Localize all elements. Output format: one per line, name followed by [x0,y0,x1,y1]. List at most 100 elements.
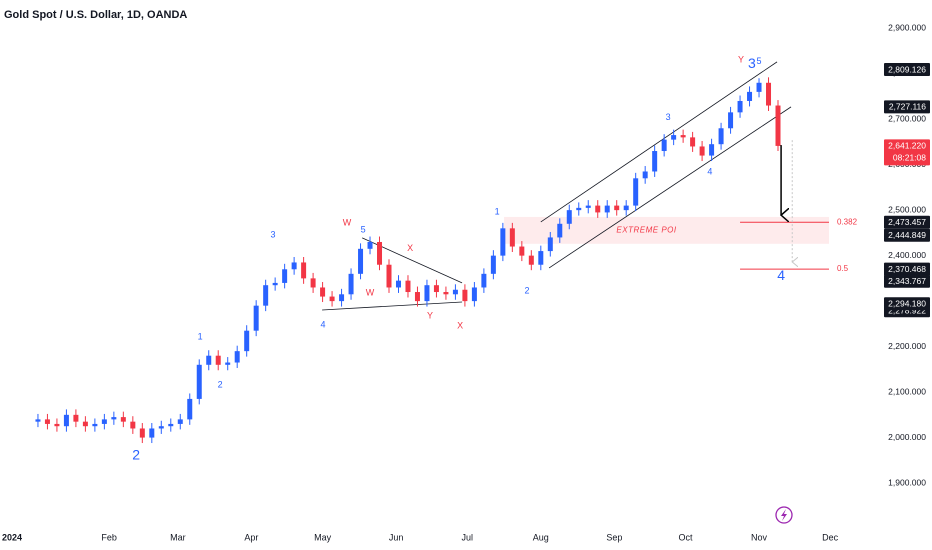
x-tick-label: May [314,532,332,542]
candle-body [671,135,677,140]
candle-body [377,241,383,265]
candle-body [642,171,648,179]
candle-body [547,237,553,252]
candle-body [158,426,164,429]
wave-label: 2 [218,380,223,390]
zone-label: EXTREME POI [616,225,676,234]
candle-body [395,280,401,288]
candle-body [367,241,373,249]
candle-body [737,100,743,113]
candle-body [73,414,79,422]
candle-body [557,223,563,238]
price-marker [884,262,930,276]
candle-body [120,417,126,422]
x-tick-label: Dec [822,532,839,542]
candle-body [633,178,639,206]
candle-body [680,135,686,138]
wave-label: 4 [707,166,712,176]
candle-body [272,282,278,286]
trend-line [548,106,792,269]
candle-body [329,296,335,302]
fib-label: 0.382 [837,217,858,226]
wave-label: 1 [495,206,500,216]
candle-body [35,419,41,422]
y-tick-label: 2,500.000 [888,204,926,214]
x-tick-label: Feb [101,532,117,542]
candle-body [282,269,288,283]
candle-body [623,205,629,211]
candle-body [728,112,734,129]
price-marker [884,63,930,77]
candle-body [320,287,326,297]
candle-body [690,137,696,147]
y-tick-label: 1,900.000 [888,477,926,487]
wave-label: 4 [777,267,785,283]
candle-body [500,228,506,256]
candle-body [471,287,477,302]
y-tick-label: 2,100.000 [888,386,926,396]
price-marker [884,274,930,288]
candle-body [509,228,515,247]
price-marker [884,139,930,166]
candle-body [566,210,572,224]
candle-body [718,128,724,145]
candle-body [111,417,117,420]
wave-label: Y [427,311,433,321]
price-marker-label: 2,473.457 [888,217,926,227]
candle-body [130,421,136,429]
x-tick-label: Nov [751,532,768,542]
wave-label: 2 [525,285,530,295]
candle-body [225,362,231,365]
y-tick-label: 2,900.000 [888,22,926,32]
x-tick-label: Sep [606,532,622,542]
candle-body [747,91,753,101]
candle-body [358,248,364,274]
candle-body [168,423,174,427]
price-marker [884,100,930,114]
trend-line [540,61,778,223]
candle-body [414,292,420,302]
x-tick-label: Jun [389,532,404,542]
wave-label: 3 [271,230,276,240]
candle-body [54,423,60,427]
candle-body [709,144,715,156]
price-marker-label: 2,809.126 [888,64,926,74]
candle-body [215,355,221,365]
candle-body [82,421,88,427]
candle-body [234,351,240,363]
candle-body [92,423,98,427]
candle-body [614,205,620,211]
y-tick-label: 2,000.000 [888,432,926,442]
x-tick-label: Jul [462,532,474,542]
candle-body [310,278,316,288]
y-tick-label: 2,700.000 [888,113,926,123]
price-marker [884,228,930,242]
lightning-icon [775,506,793,524]
candle-body [595,205,601,213]
price-marker-label: 2,444.849 [888,230,926,240]
wave-label: W [343,217,352,227]
candle-body [585,205,591,208]
x-tick-label: Mar [170,532,186,542]
candle-body [339,294,345,302]
price-marker-label: 2,727.116 [889,102,926,112]
candle-body [576,207,582,211]
candle-body [405,280,411,293]
price-marker-label: 2,343.767 [888,276,926,286]
axes: 2024 Feb Mar Apr May Jun Jul Aug Sep Oct Nov Dec 1,9… [2,22,930,542]
candle-body [196,364,202,399]
candle-body [291,262,297,270]
candle-body [101,419,107,424]
candle-body [187,398,193,420]
candle-body [756,82,762,92]
candle-body [652,151,658,172]
candle-body [528,255,534,265]
candle-body [538,251,544,265]
wave-label: X [407,243,413,253]
wave-label: 2 [132,447,140,463]
trend-line [322,301,463,311]
candle-body [604,205,610,213]
x-tick-label: Apr [244,532,258,542]
